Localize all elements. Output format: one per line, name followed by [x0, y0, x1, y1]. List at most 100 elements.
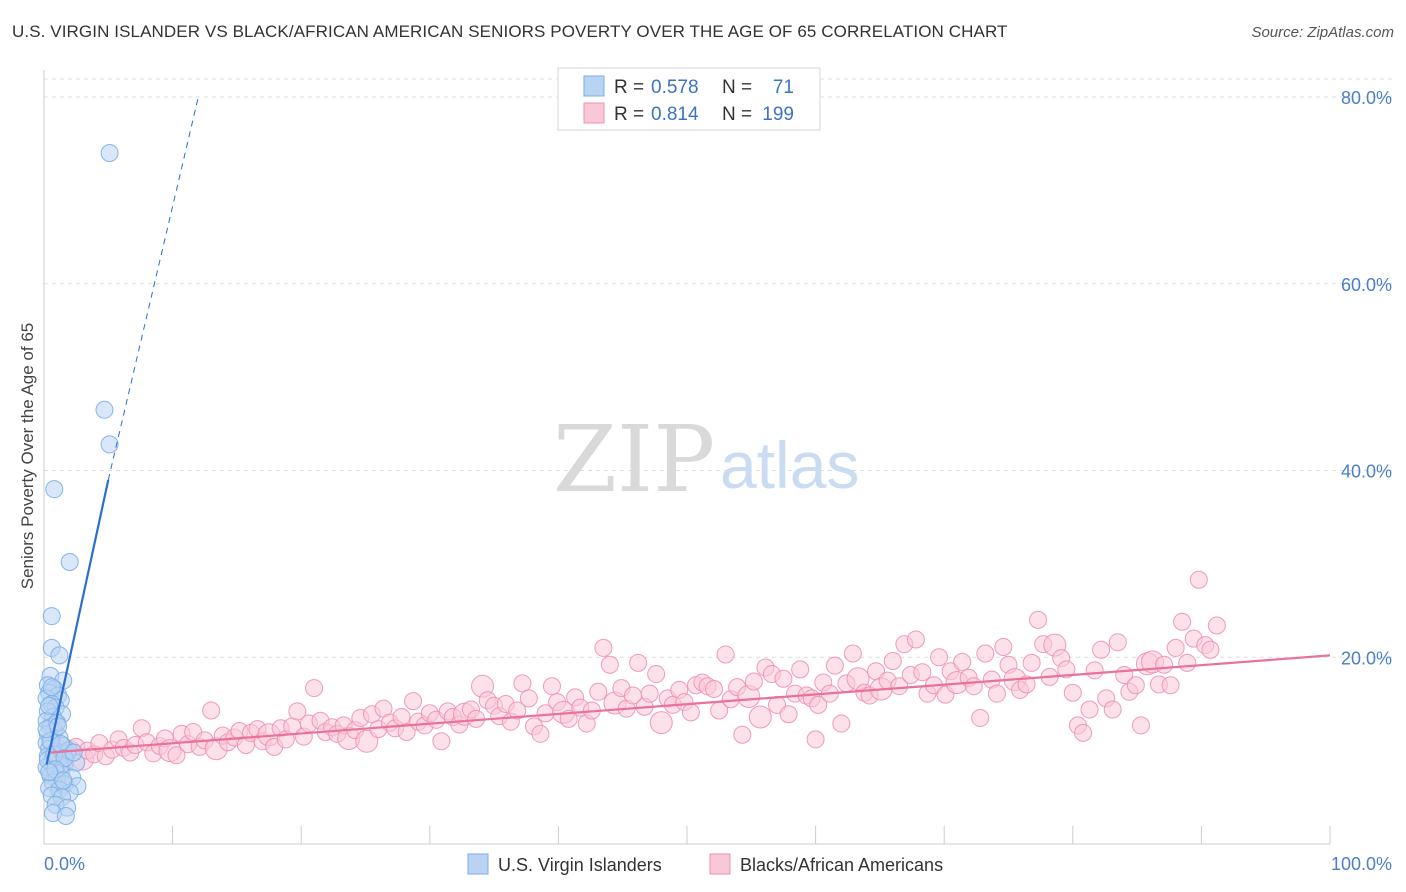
pink-point [705, 679, 724, 698]
pink-point [629, 653, 648, 672]
pink-point [519, 689, 538, 708]
blue-point [42, 607, 61, 626]
y-tick-label: 40.0% [1341, 462, 1392, 482]
pink-point [681, 703, 700, 722]
gridlines [44, 78, 1392, 658]
pink-point [791, 660, 810, 679]
pink-point [649, 711, 673, 735]
blue-point [95, 400, 114, 419]
pink-point [1131, 716, 1150, 735]
blue-point [56, 806, 75, 825]
pink-point [404, 692, 423, 711]
pink-point [589, 682, 608, 701]
pink-point [987, 684, 1006, 703]
pink-point [1207, 616, 1226, 635]
pink-point [748, 705, 772, 729]
pink-point [594, 638, 613, 657]
pink-point [508, 701, 527, 720]
pink-point [305, 679, 324, 698]
blue-point [100, 435, 119, 454]
pink-point [513, 674, 532, 693]
pink-point [1189, 570, 1208, 589]
chart-source: Source: ZipAtlas.com [1251, 24, 1394, 41]
pink-point [1108, 633, 1127, 652]
pink-point [930, 648, 949, 667]
pink-point [559, 709, 578, 728]
pink-point [1092, 640, 1111, 659]
pink-point [1057, 660, 1076, 679]
pink-point [1017, 675, 1036, 694]
pink-point [1155, 655, 1174, 674]
chart-title: U.S. VIRGIN ISLANDER VS BLACK/AFRICAN AM… [12, 22, 1008, 41]
blue-point [49, 717, 68, 736]
x-tick-label-max: 100.0% [1331, 854, 1392, 874]
trend-line-blue-extension [107, 96, 199, 480]
pink-point [392, 708, 411, 727]
blue-point [100, 144, 119, 163]
pink-point [1161, 676, 1180, 695]
watermark: ZIP atlas [553, 406, 859, 513]
legend-n-label-pink: N = [722, 104, 752, 125]
pink-point [640, 684, 659, 703]
pink-point [397, 722, 416, 741]
y-tick-labels: 20.0% 40.0% 60.0% 80.0% [1341, 88, 1392, 668]
pink-point [542, 677, 561, 696]
legend-r-value-blue: 0.578 [651, 77, 699, 98]
y-axis-title: Seniors Poverty Over the Age of 65 [18, 323, 37, 589]
trend-lines [45, 96, 1331, 765]
pink-point [531, 724, 550, 743]
pink-point [1173, 612, 1192, 631]
watermark-zip: ZIP [553, 406, 715, 513]
pink-point [1063, 683, 1082, 702]
series-us-virgin-islanders [37, 144, 119, 825]
pink-point [883, 651, 902, 670]
pink-point [964, 677, 983, 696]
legend-n-label-blue: N = [722, 77, 752, 98]
bottom-legend-swatch-pink [709, 853, 731, 875]
trend-line-blue [45, 479, 110, 765]
blue-point [40, 763, 59, 782]
pink-point [733, 725, 752, 744]
pink-point [976, 644, 995, 663]
pink-point [806, 730, 825, 749]
pink-point [1085, 661, 1104, 680]
pink-point [716, 645, 735, 664]
pink-point [1080, 700, 1099, 719]
pink-point [1166, 638, 1185, 657]
pink-point [432, 732, 451, 751]
blue-point [60, 553, 79, 572]
x-tick-label-min: 0.0% [44, 854, 85, 874]
blue-point [54, 771, 73, 790]
bottom-legend-swatch-blue [467, 853, 489, 875]
pink-point [1074, 723, 1093, 742]
legend-n-value-blue: 71 [773, 77, 794, 98]
pink-point [1201, 640, 1220, 659]
pink-point [906, 630, 925, 649]
blue-point [50, 646, 69, 665]
legend-r-value-pink: 0.814 [651, 104, 699, 125]
legend-r-label-blue: R = [614, 77, 644, 98]
pink-point [600, 655, 619, 674]
bottom-legend-label-pink: Blacks/African Americans [740, 855, 943, 875]
pink-point [288, 702, 307, 721]
pink-point [994, 637, 1013, 656]
pink-point [1022, 653, 1041, 672]
pink-point [832, 714, 851, 733]
pink-point [809, 695, 828, 714]
y-tick-label: 60.0% [1341, 275, 1392, 295]
blue-point [40, 696, 59, 715]
pink-point [647, 665, 666, 684]
y-tick-label: 80.0% [1341, 88, 1392, 108]
pink-point [890, 677, 909, 696]
pink-point [744, 672, 763, 691]
pink-point [779, 705, 798, 724]
y-tick-label: 20.0% [1341, 648, 1392, 668]
trend-line-pink [50, 654, 1331, 754]
pink-point [202, 701, 221, 720]
blue-point [42, 678, 61, 697]
blue-point [64, 743, 83, 762]
pink-point [971, 708, 990, 727]
bottom-legend: U.S. Virgin Islanders Blacks/African Ame… [467, 853, 943, 875]
pink-point [825, 656, 844, 675]
